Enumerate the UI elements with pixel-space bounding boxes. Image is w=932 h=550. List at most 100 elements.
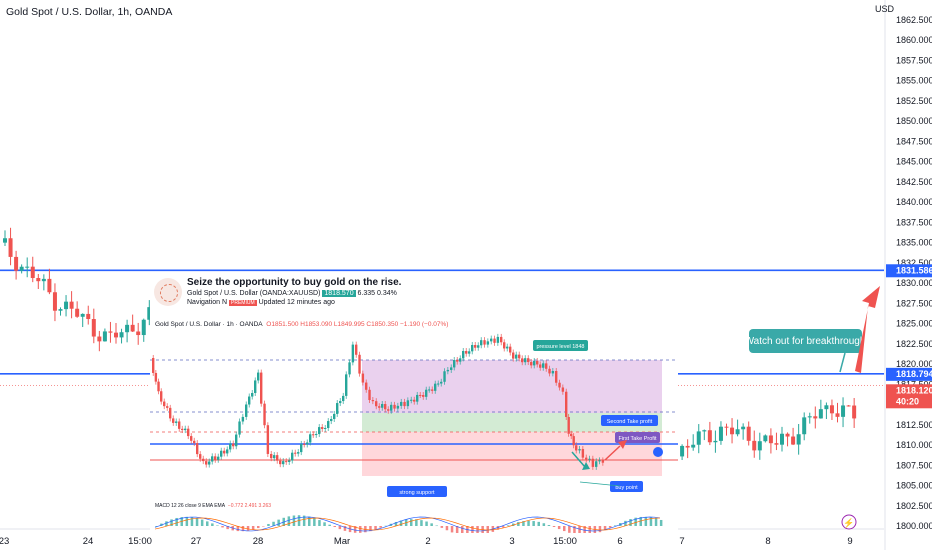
- inset-candle-body: [558, 382, 561, 388]
- candle-body: [735, 429, 740, 435]
- macd-bar: [185, 516, 189, 526]
- macd-bar: [542, 523, 546, 526]
- candle-body: [724, 426, 729, 428]
- inset-candle-body: [480, 340, 483, 346]
- macd-bar: [292, 515, 296, 526]
- price-tick-label: 1825.000: [896, 319, 932, 329]
- resistance-price-tag: [886, 264, 932, 278]
- macd-bar: [522, 521, 525, 526]
- macd-bar: [445, 526, 449, 531]
- inset-candle-body: [232, 443, 235, 447]
- inset-ohlc: O1851.500 H1853.090 L1849.995 C1850.350 …: [266, 321, 449, 328]
- time-tick-label: 3: [509, 536, 514, 547]
- inset-candle-body: [342, 395, 345, 402]
- inset-candle-body: [530, 362, 533, 366]
- inset-candle-body: [490, 338, 493, 342]
- inset-candle-body: [493, 338, 496, 343]
- time-tick-label: 15:00: [128, 536, 152, 547]
- macd-bar: [374, 526, 377, 530]
- last-price-tag-text: 1818.120: [896, 385, 932, 395]
- candle-body: [41, 278, 46, 282]
- macd-bar: [353, 526, 357, 533]
- candle-body: [774, 443, 779, 445]
- chart-title: Gold Spot / U.S. Dollar, 1h, OANDA: [6, 6, 173, 18]
- last-price-tag: [886, 384, 932, 409]
- inset-symbol: Gold Spot / U.S. Dollar (OANDA:XAUUSD): [187, 290, 321, 297]
- inset-candle-body: [503, 342, 506, 349]
- inset-candle-body: [333, 413, 336, 419]
- price-tick-label: 1805.000: [896, 481, 932, 491]
- macd-bar: [450, 526, 454, 533]
- inset-candle-body: [279, 460, 282, 465]
- inset-candle-body: [368, 389, 371, 401]
- time-tick-label: 23: [0, 536, 9, 547]
- inset-candle-body: [303, 443, 306, 445]
- price-tick-label: 1807.500: [896, 460, 932, 470]
- candle-body: [58, 309, 63, 311]
- candle-body: [3, 238, 7, 243]
- inset-candle-body: [581, 449, 585, 458]
- inset-candle-body: [220, 450, 223, 457]
- inset-tag-second-tp-text: Second Take profit: [607, 419, 653, 425]
- candle-body: [91, 319, 96, 337]
- inset-candle-body: [570, 433, 573, 437]
- callout-pointer: [839, 352, 846, 373]
- macd-bar: [308, 516, 311, 526]
- inset-candle-body: [355, 344, 358, 355]
- inset-candle-body: [496, 336, 500, 343]
- candle-body: [97, 336, 102, 342]
- macd-bar: [614, 525, 617, 526]
- price-tick-label: 1847.500: [896, 136, 932, 146]
- inset-candle-body: [375, 401, 378, 407]
- inset-arrow-down: [571, 451, 586, 468]
- time-tick-label: 8: [765, 536, 770, 547]
- inset-candle-body: [393, 404, 396, 409]
- macd-bar: [200, 519, 204, 526]
- macd-bar: [195, 518, 199, 526]
- inset-candle-body: [318, 427, 321, 435]
- inset-candle-body: [422, 395, 425, 397]
- inset-candle-body: [270, 453, 273, 459]
- macd-bar: [430, 523, 433, 526]
- inset-candle-body: [585, 457, 588, 460]
- inset-candle-body: [456, 360, 459, 362]
- candle-body: [780, 433, 784, 445]
- candle-body: [829, 405, 834, 414]
- candle-body: [30, 266, 35, 279]
- inset-candle-body: [361, 373, 365, 383]
- inset-candle-body: [410, 399, 413, 401]
- macd-bar: [527, 520, 530, 526]
- inset-candle-body: [459, 358, 462, 362]
- inset-macd-legend: MACD 12 26 close 9 EMA EMA −0.772 2.491 …: [155, 503, 271, 509]
- inset-candle-body: [468, 351, 471, 354]
- inset-tag-support-text: strong support: [399, 490, 435, 496]
- macd-bar: [262, 526, 265, 527]
- price-tick-label: 1840.000: [896, 197, 932, 207]
- inset-candle-body: [294, 452, 297, 454]
- inset-candle-body: [595, 461, 598, 467]
- inset-candle-body: [474, 345, 477, 348]
- inset-candle-body: [202, 458, 205, 462]
- candle-body: [768, 435, 773, 444]
- price-tick-label: 1837.500: [896, 217, 932, 227]
- price-tick-label: 1802.500: [896, 501, 932, 511]
- inset-candle-body: [515, 354, 518, 359]
- inset-arrow-up: [604, 445, 621, 461]
- macd-bar: [359, 526, 362, 533]
- inset-candle-body: [545, 363, 548, 369]
- candle-body: [785, 433, 790, 437]
- inset-candle-body: [226, 449, 229, 454]
- inset-candle-body: [297, 452, 300, 454]
- inset-candle-body: [506, 346, 509, 349]
- candle-body: [763, 435, 768, 442]
- inset-candle-body: [157, 381, 160, 392]
- candle-body: [841, 405, 846, 417]
- inset-candle-body: [196, 443, 199, 455]
- inset-candle-body: [437, 383, 440, 385]
- price-tick-label: 1832.500: [896, 258, 932, 268]
- time-tick-label: 9: [847, 536, 852, 547]
- inset-candle-body: [315, 434, 318, 436]
- inset-candle-body: [263, 403, 266, 426]
- macd-bar: [588, 526, 591, 533]
